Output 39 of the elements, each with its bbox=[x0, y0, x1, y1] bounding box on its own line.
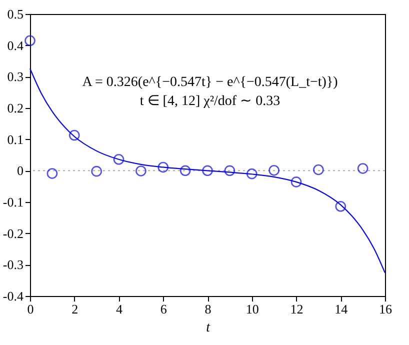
point bbox=[290, 176, 302, 188]
point bbox=[246, 168, 258, 180]
y-tick-label: 0.2 bbox=[7, 100, 24, 116]
y-tick-label: 0 bbox=[17, 163, 24, 178]
line-series bbox=[29, 68, 386, 274]
point bbox=[313, 164, 324, 176]
point bbox=[180, 165, 191, 176]
point bbox=[158, 162, 169, 173]
point bbox=[46, 168, 58, 179]
x-tick-label: 10 bbox=[246, 302, 259, 316]
y-tick-label: -0.3 bbox=[2, 257, 24, 272]
x-tick-label: 6 bbox=[160, 302, 168, 316]
point bbox=[24, 35, 36, 46]
point bbox=[335, 201, 346, 212]
y-tick-label: 0.4 bbox=[7, 38, 24, 53]
y-tick-label: -0.4 bbox=[2, 288, 24, 304]
point bbox=[136, 166, 146, 176]
point bbox=[68, 130, 80, 141]
point bbox=[91, 166, 102, 177]
point bbox=[113, 154, 124, 165]
x-tick-label: 8 bbox=[204, 302, 212, 316]
x-tick-label: 0 bbox=[27, 302, 34, 316]
point bbox=[268, 164, 280, 176]
point bbox=[357, 163, 368, 174]
x-tick-label: 2 bbox=[72, 302, 78, 316]
point bbox=[224, 165, 236, 176]
x-tick-label: 4 bbox=[116, 302, 123, 316]
annotation: t ∈ [4, 12] χ²/dof ∼ 0.33 bbox=[140, 94, 280, 109]
y-tick-label: -0.2 bbox=[2, 226, 24, 241]
x-tick-label: 12 bbox=[290, 302, 304, 316]
y-tick-label: 0.3 bbox=[7, 69, 24, 84]
x-tick-label: 16 bbox=[379, 302, 392, 316]
x-axis-title: t bbox=[206, 320, 212, 336]
y-tick-label: 0.5 bbox=[7, 6, 24, 22]
y-tick-label: 0.1 bbox=[7, 132, 24, 147]
y-tick-label: -0.1 bbox=[2, 194, 24, 210]
annotation: A = 0.326(e^{−0.547t} − e^{−0.547(L_t−t)}) bbox=[82, 75, 338, 90]
x-tick-label: 14 bbox=[334, 302, 348, 316]
point bbox=[202, 165, 213, 176]
